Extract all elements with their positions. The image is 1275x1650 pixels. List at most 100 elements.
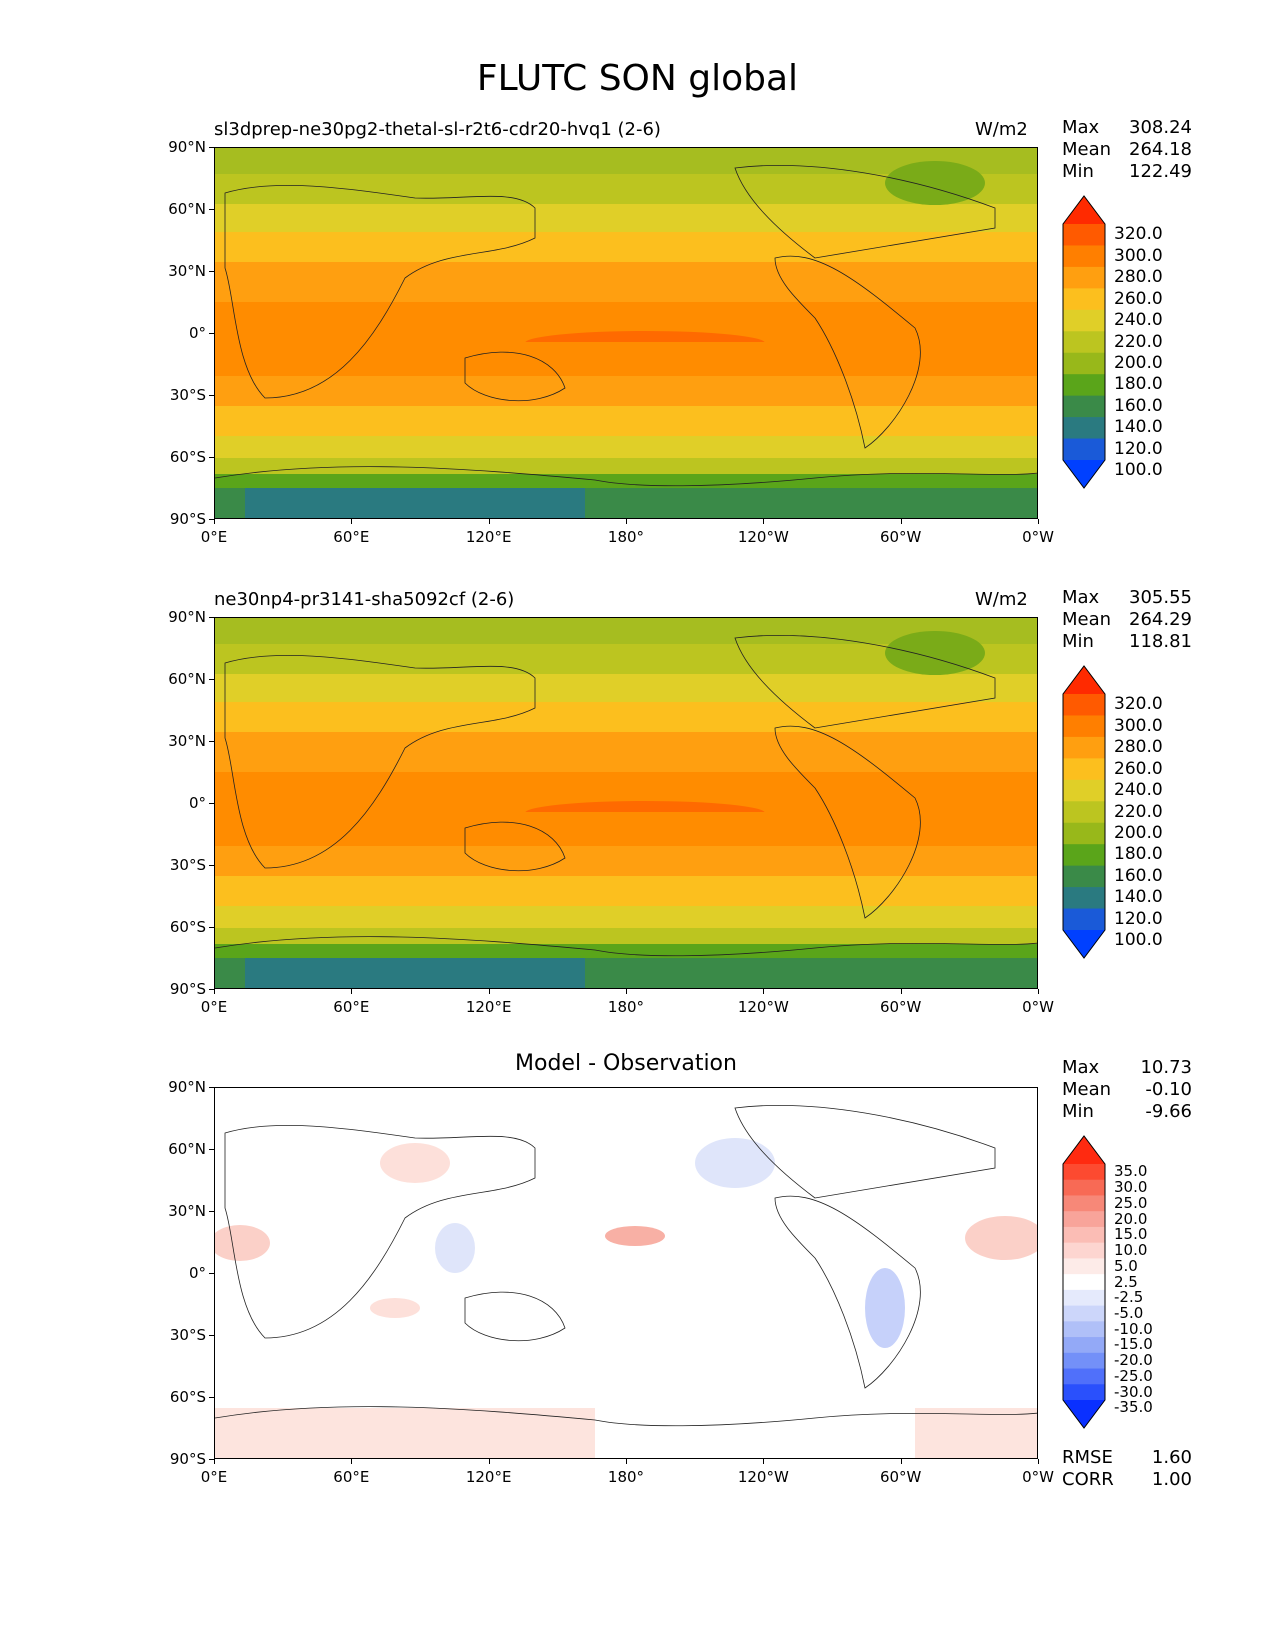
- colorbar-tick-label: 20.0: [1114, 1209, 1148, 1228]
- lat-tick-label: 60°S: [169, 1388, 206, 1406]
- min-label: Min: [1062, 161, 1094, 182]
- colorbar-tick-label: -10.0: [1114, 1319, 1153, 1338]
- lat-tick-mark: [209, 271, 214, 272]
- colorbar-tick-label: 160.0: [1114, 395, 1163, 416]
- colorbar-segment: [1063, 309, 1105, 332]
- map-field: [214, 1087, 1038, 1459]
- lat-tick-mark: [209, 209, 214, 210]
- lat-tick-label: 90°N: [168, 608, 206, 626]
- corr-label: CORR: [1062, 1469, 1114, 1490]
- lon-tick-mark: [214, 1459, 215, 1464]
- colorbar-segment: [1063, 887, 1105, 910]
- colorbar-cap-top: [1063, 196, 1105, 224]
- map-field-svg: [215, 148, 1037, 518]
- colorbar-svg: [1062, 1135, 1106, 1429]
- lat-tick-mark: [209, 1335, 214, 1336]
- min-value: 122.49: [1129, 161, 1192, 182]
- colorbar-segment: [1063, 1305, 1105, 1322]
- colorbar-tick-label: 30.0: [1114, 1178, 1148, 1197]
- lat-tick-label: 30°N: [168, 1202, 206, 1220]
- colorbar-tick-label: 160.0: [1114, 865, 1163, 886]
- max-label: Max: [1062, 117, 1100, 138]
- colorbar-tick-label: 180.0: [1114, 844, 1163, 865]
- lon-tick-mark: [763, 519, 765, 524]
- lon-tick-mark: [900, 519, 902, 524]
- lat-tick-label: 60°S: [169, 448, 206, 466]
- colorbar-tick-label: 280.0: [1114, 267, 1163, 288]
- colorbar-segment: [1063, 736, 1105, 759]
- lon-tick-mark: [488, 519, 490, 524]
- colorbar-tick-label: -35.0: [1114, 1398, 1153, 1417]
- colorbar-tick-label: 100.0: [1114, 930, 1163, 951]
- colorbar-segment: [1063, 1289, 1105, 1307]
- lon-tick-label: 120°W: [737, 528, 789, 546]
- lat-tick-label: 0°: [188, 1264, 206, 1282]
- lat-tick-mark: [209, 741, 214, 742]
- lat-tick-label: 90°S: [169, 980, 206, 998]
- colorbar-segment: [1063, 1211, 1105, 1228]
- colorbar-tick-label: 140.0: [1114, 417, 1163, 438]
- lon-tick-label: 60°E: [333, 998, 370, 1016]
- colorbar-outline: [1062, 1135, 1106, 1429]
- lat-tick-mark: [209, 1273, 214, 1274]
- colorbar-cap-bottom: [1063, 1400, 1105, 1428]
- lat-tick-label: 30°N: [168, 732, 206, 750]
- colorbar-tick-label: 25.0: [1114, 1193, 1148, 1212]
- min-label: Min: [1062, 631, 1094, 652]
- colorbar: 320.0 300.0 280.0 260.0 240.0 220.0 200.0 180.0…: [1062, 665, 1163, 963]
- lat-tick-mark: [209, 617, 214, 618]
- mean-value: 264.18: [1129, 139, 1192, 160]
- colorbar-segment: [1063, 758, 1105, 781]
- colorbar-segment: [1063, 245, 1105, 268]
- colorbar-tick-label: -15.0: [1114, 1335, 1153, 1354]
- min-value: 118.81: [1129, 631, 1192, 652]
- lon-tick-label: 0°E: [200, 998, 228, 1016]
- colorbar-segment: [1063, 374, 1105, 397]
- colorbar-segment: [1063, 822, 1105, 845]
- lat-tick-mark: [209, 457, 214, 458]
- lon-tick-label: 0°E: [200, 1468, 228, 1486]
- lon-tick-mark: [1038, 989, 1039, 994]
- lat-tick-label: 0°: [188, 794, 206, 812]
- colorbar-tick-label: -25.0: [1114, 1366, 1153, 1385]
- lon-tick-mark: [626, 1459, 627, 1464]
- lat-tick-label: 60°N: [168, 200, 206, 218]
- colorbar-tick-label: 320.0: [1114, 224, 1163, 245]
- lat-tick-mark: [209, 679, 214, 680]
- map-field-svg: [215, 618, 1037, 988]
- units-label: W/m2: [975, 589, 1028, 610]
- colorbar-tick-label: 2.5: [1114, 1272, 1138, 1291]
- lon-tick-label: 0°E: [200, 528, 228, 546]
- lat-tick-mark: [209, 1211, 214, 1212]
- colorbar-segment: [1063, 395, 1105, 418]
- colorbar-cap-bottom: [1063, 460, 1105, 488]
- colorbar-outline: [1062, 195, 1106, 489]
- lat-tick-mark: [209, 333, 214, 334]
- map-field-svg: [215, 1088, 1037, 1458]
- colorbar-segment: [1063, 288, 1105, 311]
- min-label: Min: [1062, 1101, 1094, 1122]
- panel-title: ne30np4-pr3141-sha5092cf (2-6): [214, 589, 515, 610]
- colorbar-segment: [1063, 1337, 1105, 1354]
- colorbar-segment: [1063, 844, 1105, 867]
- colorbar-tick-label: 200.0: [1114, 352, 1163, 373]
- rmse-label: RMSE: [1062, 1447, 1113, 1468]
- colorbar-tick-label: 100.0: [1114, 460, 1163, 481]
- colorbar-segment: [1063, 331, 1105, 354]
- colorbar-tick-label: 260.0: [1114, 758, 1163, 779]
- mean-label: Mean: [1062, 139, 1112, 160]
- lon-tick-mark: [626, 519, 627, 524]
- lon-tick-mark: [1038, 1459, 1039, 1464]
- colorbar-tick-label: 120.0: [1114, 438, 1163, 459]
- lat-tick-label: 90°N: [168, 138, 206, 156]
- colorbar-tick-label: 15.0: [1114, 1225, 1148, 1244]
- colorbar-cap-bottom: [1063, 930, 1105, 958]
- rmse-corr-block: RMSE 1.60 CORR 1.00: [1062, 1447, 1192, 1491]
- lat-tick-mark: [209, 1459, 214, 1460]
- stats-block: Max 10.73 Mean -0.10 Min -9.66: [1062, 1057, 1192, 1123]
- lon-tick-label: 0°W: [1022, 1468, 1054, 1486]
- colorbar-segment: [1063, 865, 1105, 888]
- lat-tick-mark: [209, 519, 214, 520]
- colorbar-tick-label: 120.0: [1114, 908, 1163, 929]
- lon-tick-label: 60°W: [879, 998, 922, 1016]
